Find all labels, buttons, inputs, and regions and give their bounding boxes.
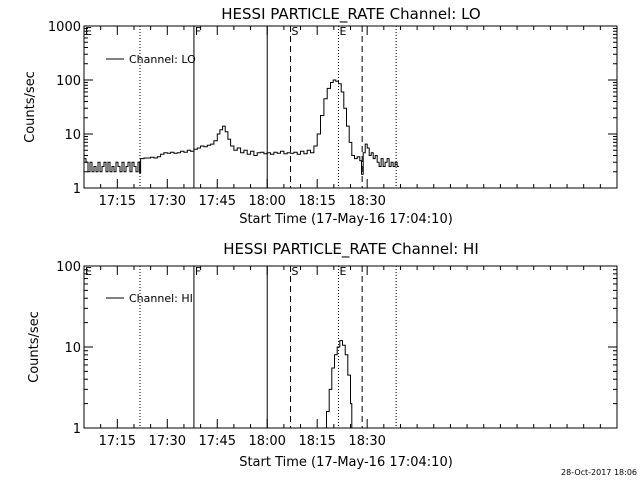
y-axis-label: Counts/sec [27,311,42,383]
marker-label: F [195,265,201,278]
plot-frame [83,25,618,189]
marker-label: S [292,265,299,278]
marker-label: E [340,25,347,38]
series-line [323,340,354,429]
chart-panel-lo: HESSI PARTICLE_RATE Channel: LO 17:15 17:… [23,5,618,227]
marker-label: S [292,25,299,38]
x-tick-label: 17:15 [99,434,136,449]
marker-label: E [85,265,92,278]
axis-ticks: 17:15 17:30 17:45 18:00 18:15 18:30 1 10 100 [56,260,618,449]
x-tick-label: 17:30 [149,194,186,209]
x-tick-label: 18:30 [348,194,385,209]
marker-label: E [85,25,92,38]
y-tick-label: 1 [73,182,81,197]
y-tick-label: 10 [64,341,81,356]
axis-ticks: 17:15 17:30 17:45 18:00 18:15 18:30 1 10 100 1000 [48,20,618,209]
data-series [84,79,400,175]
y-tick-label: 1 [73,422,81,437]
y-tick-label: 100 [56,260,81,275]
y-tick-label: 100 [56,74,81,89]
data-series [323,340,354,429]
x-tick-label: 18:30 [348,434,385,449]
legend: Channel: HI [106,292,193,305]
series-line [84,79,400,175]
y-tick-label: 10 [64,128,81,143]
x-tick-label: 18:15 [298,194,335,209]
footer-timestamp: 28-Oct-2017 18:06 [561,468,637,477]
x-tick-label: 17:45 [199,194,236,209]
chart-title: HESSI PARTICLE_RATE Channel: HI [223,240,479,259]
x-tick-label: 17:30 [149,434,186,449]
x-tick-label: 18:00 [248,434,285,449]
x-tick-label: 17:15 [99,194,136,209]
legend: Channel: LO [106,53,196,66]
chart-panel-hi: HESSI PARTICLE_RATE Channel: HI 17:15 17:… [27,240,618,470]
x-axis-label: Start Time (17-May-16 17:04:10) [239,455,453,470]
x-tick-label: 17:45 [199,434,236,449]
legend-label: Channel: HI [129,292,193,305]
marker-label: E [340,265,347,278]
chart-title: HESSI PARTICLE_RATE Channel: LO [221,5,480,24]
x-tick-label: 18:15 [298,434,335,449]
y-tick-label: 1000 [48,20,81,35]
x-axis-label: Start Time (17-May-16 17:04:10) [239,212,453,227]
marker-label: F [195,25,201,38]
x-tick-label: 18:00 [248,194,285,209]
legend-label: Channel: LO [129,53,196,66]
y-axis-label: Counts/sec [23,71,38,143]
